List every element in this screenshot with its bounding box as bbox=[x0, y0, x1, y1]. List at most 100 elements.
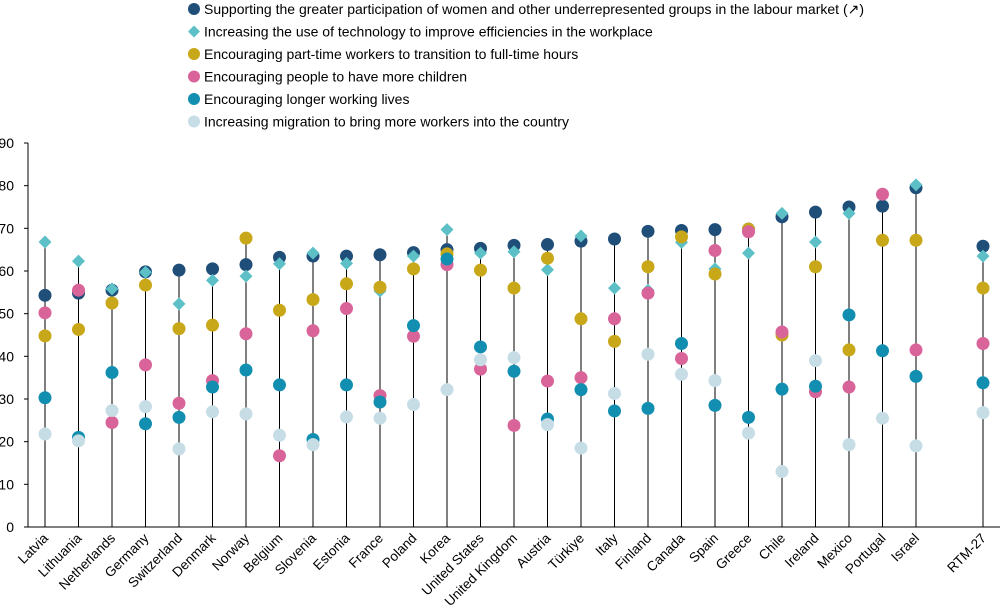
marker-series-6-belgium bbox=[273, 428, 286, 442]
marker-series-3-canada bbox=[675, 230, 688, 244]
marker-series-2-belgium bbox=[273, 257, 286, 271]
marker-series-4-lithuania bbox=[72, 283, 85, 297]
marker-series-3-france bbox=[373, 280, 387, 294]
marker-series-3-poland bbox=[407, 262, 420, 276]
marker-series-1-spain bbox=[708, 223, 722, 237]
marker-series-2-korea bbox=[440, 223, 454, 237]
marker-series-1-ireland bbox=[809, 205, 822, 219]
x-tick-label-italy: Italy bbox=[593, 530, 621, 558]
marker-series-2-norway bbox=[239, 269, 253, 283]
marker-series-5-ireland bbox=[809, 379, 822, 393]
marker-series-4-united-states bbox=[474, 362, 487, 376]
legend-label-1: Supporting the greater participation of … bbox=[204, 1, 864, 17]
marker-series-1-estonia bbox=[340, 249, 353, 263]
x-tick-label-ireland: Ireland bbox=[782, 531, 822, 571]
marker-series-3-estonia bbox=[340, 277, 353, 291]
marker-series-6-denmark bbox=[206, 405, 219, 419]
marker-series-4-portugal bbox=[876, 187, 889, 201]
marker-series-2-latvia bbox=[38, 235, 52, 249]
marker-series-5-germany bbox=[139, 417, 152, 431]
marker-series-3-finland bbox=[641, 260, 655, 274]
marker-series-2-netherlands bbox=[105, 282, 119, 296]
legend-label-3: Encouraging part-time workers to transit… bbox=[204, 46, 578, 62]
y-tick-label: 20 bbox=[0, 434, 14, 450]
marker-series-4-belgium bbox=[273, 449, 286, 463]
marker-series-6-italy bbox=[608, 386, 621, 400]
marker-series-6-turkiye bbox=[574, 441, 588, 455]
marker-series-1-denmark bbox=[206, 262, 219, 276]
marker-series-6-spain bbox=[708, 374, 722, 388]
marker-series-1-italy bbox=[608, 232, 621, 246]
marker-series-6-chile bbox=[775, 465, 789, 479]
marker-series-5-finland bbox=[641, 401, 655, 415]
marker-series-3-austria bbox=[541, 251, 554, 265]
legend-marker-6 bbox=[188, 115, 200, 128]
marker-series-4-switzerland bbox=[172, 396, 186, 410]
marker-series-2-greece bbox=[742, 246, 755, 260]
marker-series-2-austria bbox=[541, 263, 554, 277]
marker-series-6-korea bbox=[440, 383, 454, 397]
marker-series-2-germany bbox=[139, 265, 152, 279]
marker-series-1-latvia bbox=[38, 288, 52, 302]
marker-series-6-ireland bbox=[809, 354, 822, 368]
marker-series-4-slovenia bbox=[306, 324, 320, 338]
marker-series-3-spain bbox=[708, 267, 722, 281]
marker-series-5-turkiye bbox=[574, 383, 588, 397]
marker-series-4-estonia bbox=[340, 302, 353, 316]
marker-series-6-rtm-27 bbox=[976, 406, 990, 420]
marker-series-5-spain bbox=[708, 398, 722, 412]
marker-series-3-lithuania bbox=[72, 322, 85, 336]
marker-series-2-estonia bbox=[340, 256, 353, 270]
marker-series-4-turkiye bbox=[574, 371, 588, 385]
legend-marker-3 bbox=[188, 48, 200, 60]
marker-series-4-norway bbox=[239, 327, 253, 341]
y-tick-label: 0 bbox=[6, 519, 14, 535]
marker-series-6-france bbox=[373, 411, 387, 425]
legend-label-6: Increasing migration to bring more worke… bbox=[204, 114, 569, 130]
y-tick-label: 50 bbox=[0, 306, 14, 322]
marker-series-5-israel bbox=[909, 369, 923, 383]
legend: Supporting the greater participation of … bbox=[188, 1, 864, 130]
marker-series-3-mexico bbox=[842, 343, 856, 357]
marker-series-1-portugal bbox=[876, 199, 889, 213]
marker-series-6-estonia bbox=[340, 410, 353, 424]
marker-series-4-israel bbox=[909, 343, 923, 357]
marker-series-4-spain bbox=[708, 244, 722, 258]
marker-series-6-finland bbox=[641, 347, 655, 361]
marker-series-5-italy bbox=[608, 404, 621, 418]
marker-series-4-italy bbox=[608, 312, 621, 326]
marker-series-2-poland bbox=[407, 249, 420, 263]
marker-series-6-greece bbox=[742, 426, 755, 440]
marker-series-2-italy bbox=[608, 281, 621, 295]
marker-series-6-lithuania bbox=[72, 434, 85, 448]
marker-series-6-poland bbox=[407, 398, 420, 412]
marker-series-3-italy bbox=[608, 334, 621, 348]
marker-series-3-israel bbox=[909, 233, 923, 247]
y-tick-label: 30 bbox=[0, 391, 14, 407]
marker-series-3-netherlands bbox=[105, 296, 119, 310]
marker-series-3-turkiye bbox=[574, 312, 588, 326]
y-tick-label: 60 bbox=[0, 263, 14, 279]
marker-series-6-germany bbox=[139, 400, 152, 414]
marker-series-4-latvia bbox=[38, 306, 52, 320]
marker-series-4-rtm-27 bbox=[976, 337, 990, 351]
legend-label-2: Increasing the use of technology to impr… bbox=[204, 24, 653, 40]
marker-series-2-rtm-27 bbox=[976, 249, 990, 263]
marker-series-4-greece bbox=[742, 225, 755, 239]
marker-series-2-mexico bbox=[842, 206, 856, 220]
marker-series-4-mexico bbox=[842, 380, 856, 394]
marker-series-1-switzerland bbox=[172, 263, 186, 277]
x-tick-label-turkiye: Türkiye bbox=[545, 531, 587, 573]
marker-series-5-netherlands bbox=[105, 366, 119, 380]
marker-series-4-canada bbox=[675, 351, 688, 365]
marker-series-6-netherlands bbox=[105, 404, 119, 418]
marker-series-2-switzerland bbox=[172, 297, 186, 311]
x-tick-label-greece: Greece bbox=[713, 531, 755, 573]
marker-series-1-finland bbox=[641, 224, 655, 238]
marker-series-4-chile bbox=[775, 325, 789, 339]
marker-series-2-united-kingdom bbox=[507, 245, 521, 259]
x-tick-label-canada: Canada bbox=[644, 530, 688, 574]
y-axis-ticks: 0 10 20 30 40 50 60 70 80 90 bbox=[0, 135, 28, 535]
marker-series-1-rtm-27 bbox=[976, 239, 990, 253]
